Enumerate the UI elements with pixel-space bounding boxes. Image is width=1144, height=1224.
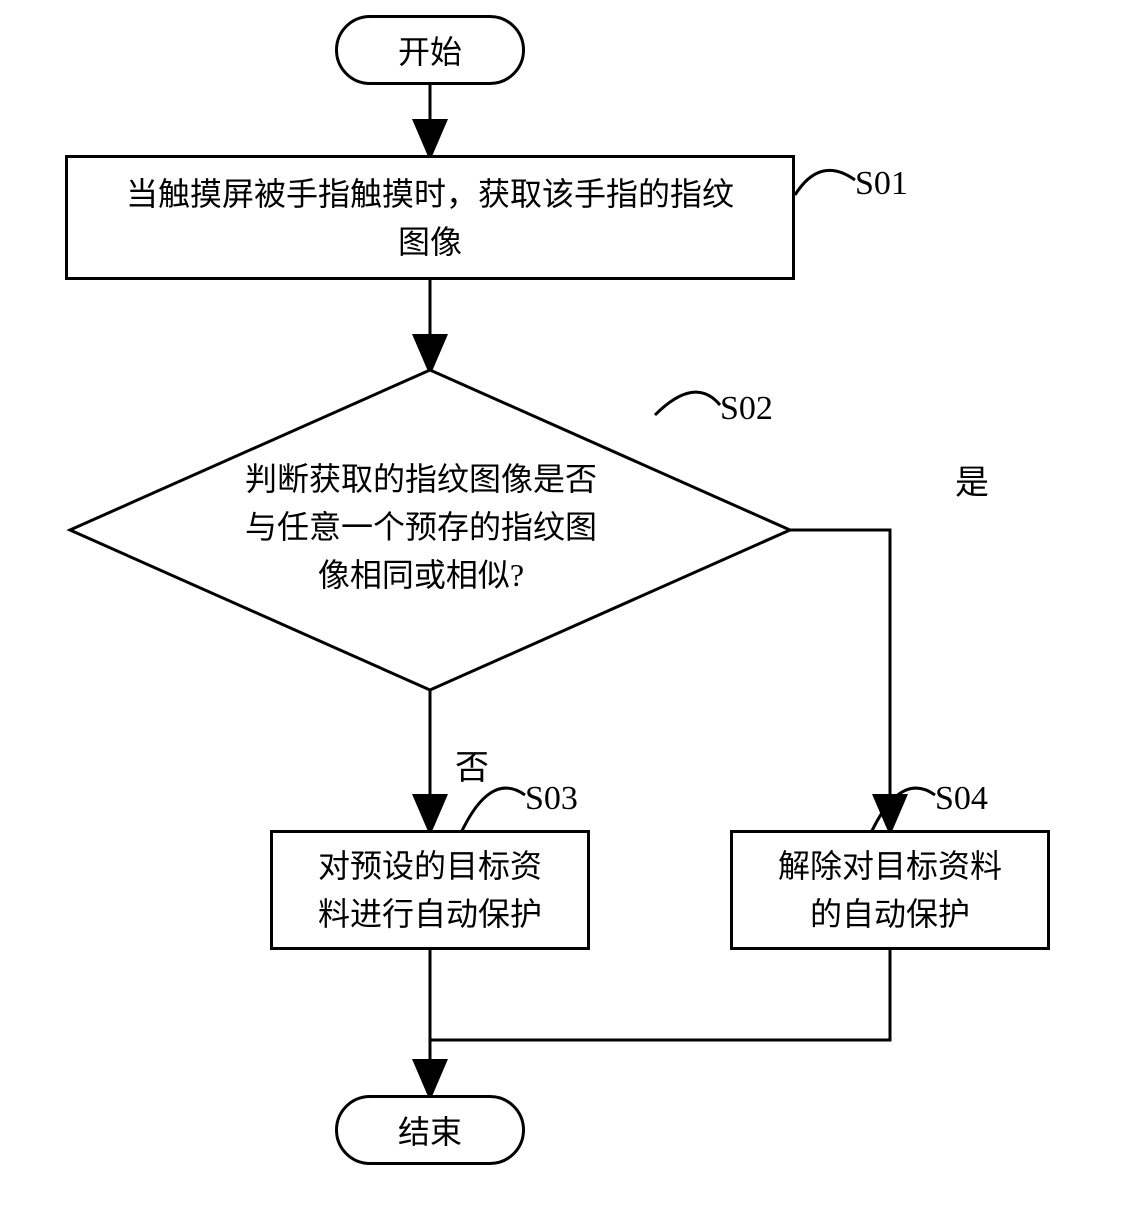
label-s02: S02 [720,390,773,428]
callout-s04 [870,788,935,835]
start-text: 开始 [398,27,462,73]
process-s04-text: 解除对目标资料 的自动保护 [778,842,1002,938]
label-s04: S04 [935,780,988,818]
branch-yes: 是 [955,455,989,504]
branch-no: 否 [455,740,489,789]
end-terminal: 结束 [335,1095,525,1165]
callout-s01 [795,170,855,195]
callout-s03 [460,788,525,835]
edge-s02-s04 [790,530,890,830]
process-s03-text: 对预设的目标资 料进行自动保护 [318,842,542,938]
label-s03: S03 [525,780,578,818]
edge-s04-merge [430,950,890,1040]
flowchart-container: 开始 当触摸屏被手指触摸时，获取该手指的指纹 图像 判断获取的指纹图像是否 与任… [0,0,1144,1224]
process-s04: 解除对目标资料 的自动保护 [730,830,1050,950]
decision-s02-text: 判断获取的指纹图像是否 与任意一个预存的指纹图 像相同或相似? [245,455,597,599]
callout-s02 [655,392,720,415]
process-s03: 对预设的目标资 料进行自动保护 [270,830,590,950]
end-text: 结束 [398,1107,462,1153]
process-s01: 当触摸屏被手指触摸时，获取该手指的指纹 图像 [65,155,795,280]
label-s01: S01 [855,165,908,203]
process-s01-text: 当触摸屏被手指触摸时，获取该手指的指纹 图像 [126,170,734,266]
start-terminal: 开始 [335,15,525,85]
